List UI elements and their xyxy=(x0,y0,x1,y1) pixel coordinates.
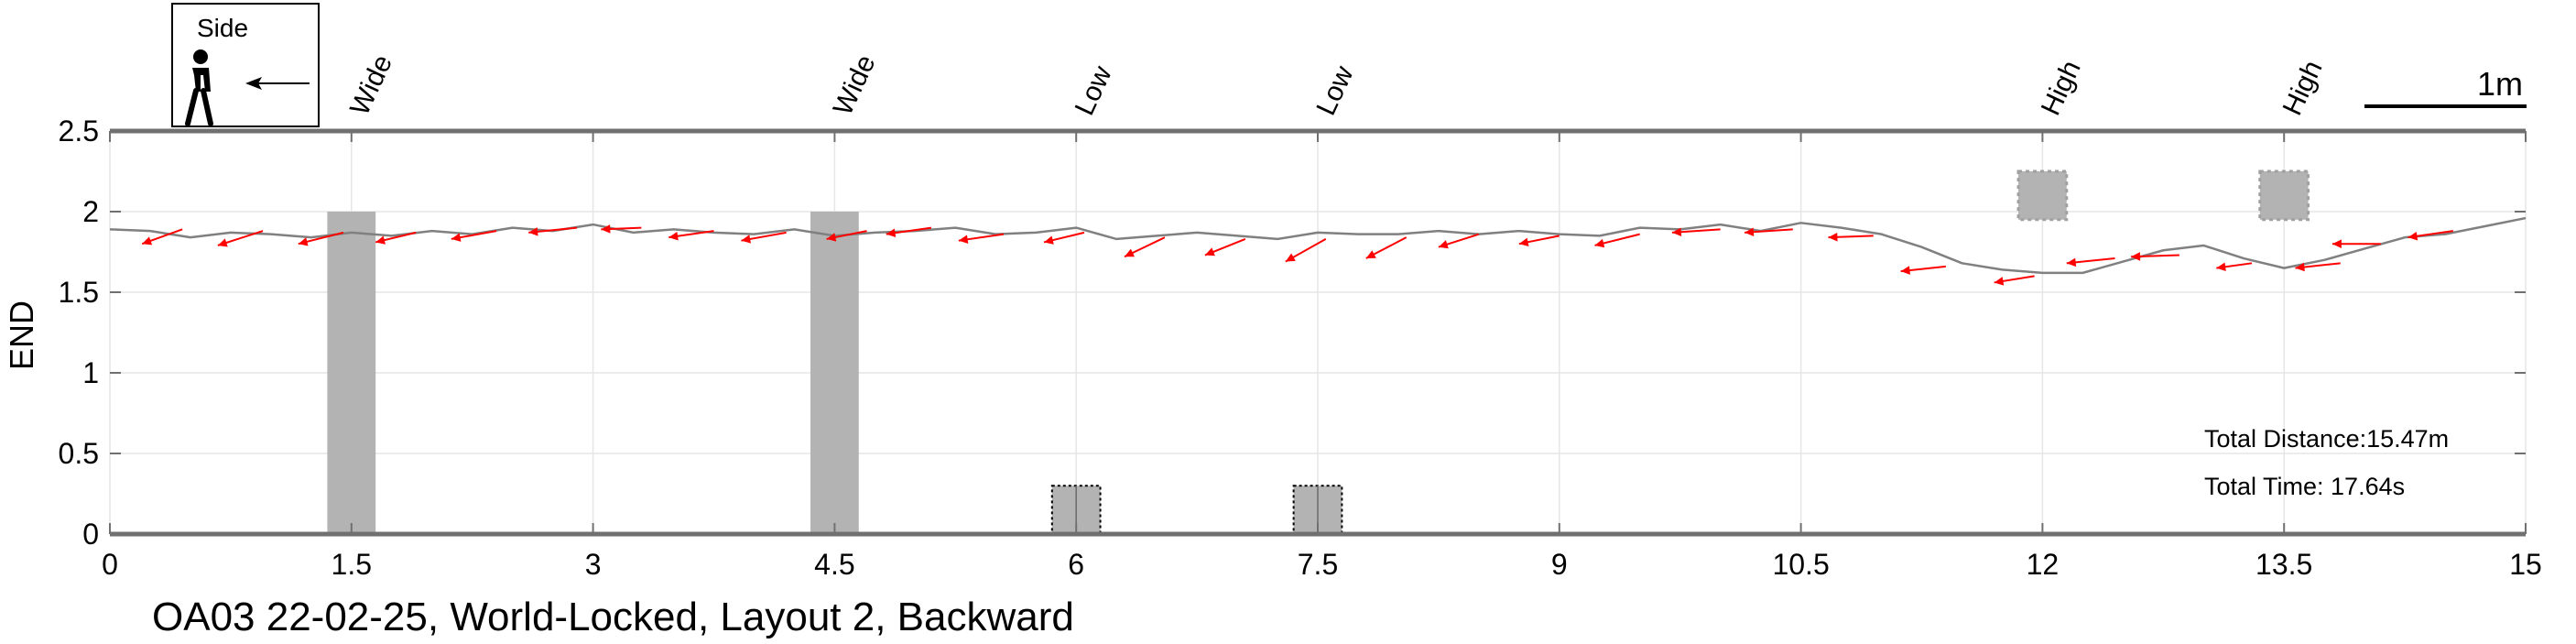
heading-arrowhead xyxy=(601,224,611,234)
legend-box xyxy=(171,3,320,127)
walking-person-icon xyxy=(185,49,213,126)
x-tick-label: 15 xyxy=(2509,548,2542,581)
x-tick-label: 3 xyxy=(585,548,602,581)
y-axis-label: END xyxy=(3,300,40,370)
obstacles xyxy=(327,169,2310,536)
heading-arrowhead xyxy=(142,236,153,246)
obstacle-high xyxy=(2258,169,2310,222)
y-tick-label: 1.5 xyxy=(59,276,99,309)
obstacle-label: Wide xyxy=(828,50,882,120)
walking-path xyxy=(109,216,2527,275)
axes: 0 1.5 3 4.5 6 7.5 9 10.5 12 13.5 15 0 0.5 1 1.5 2 2.5 xyxy=(59,115,2542,581)
obstacle-label: Low xyxy=(1070,61,1118,120)
heading-arrowhead xyxy=(1671,227,1682,236)
heading-arrowhead xyxy=(217,238,228,247)
chart-title: OA03 22-02-25, World-Locked, Layout 2, B… xyxy=(152,595,1074,639)
x-tick-label: 9 xyxy=(1551,548,1568,581)
obstacle-label: Wide xyxy=(344,50,398,120)
heading-arrowhead xyxy=(2408,232,2418,241)
obstacle-high xyxy=(2016,169,2069,222)
heading-arrowhead xyxy=(1900,266,1910,275)
heading-arrowhead xyxy=(741,235,751,244)
obstacle-label: High xyxy=(2036,56,2087,120)
heading-arrowhead xyxy=(958,235,969,245)
total-time-annotation: Total Time: 17.64s xyxy=(2204,473,2405,500)
scale-bar: 1m xyxy=(2364,65,2527,108)
x-tick-label: 10.5 xyxy=(1772,548,1829,581)
obstacle-label: Low xyxy=(1310,61,1359,120)
x-tick-label: 0 xyxy=(102,548,118,581)
heading-arrowhead xyxy=(2295,262,2305,272)
x-tick-label: 1.5 xyxy=(332,548,372,581)
heading-arrowhead xyxy=(1204,247,1215,257)
obstacle-wide xyxy=(327,212,376,534)
obstacle-label: High xyxy=(2277,56,2329,120)
heading-arrowhead xyxy=(1828,233,1838,242)
y-tick-label: 1 xyxy=(82,356,99,389)
heading-arrowhead xyxy=(2331,239,2342,248)
heading-arrowhead xyxy=(298,237,309,246)
total-distance-annotation: Total Distance:15.47m xyxy=(2204,425,2449,453)
heading-arrowhead xyxy=(826,233,837,242)
y-tick-label: 0.5 xyxy=(59,437,99,470)
heading-arrowhead xyxy=(1594,238,1605,248)
x-tick-label: 12 xyxy=(2027,548,2060,581)
heading-arrowhead xyxy=(2216,262,2226,272)
heading-arrowhead xyxy=(1124,248,1135,257)
y-tick-label: 2 xyxy=(82,195,99,228)
x-tick-label: 7.5 xyxy=(1298,548,1338,581)
heading-arrowhead xyxy=(1438,240,1449,249)
left-arrow-icon xyxy=(245,77,310,90)
y-tick-label: 2.5 xyxy=(59,115,99,147)
heading-arrowhead xyxy=(528,227,538,236)
heading-arrowhead xyxy=(2066,257,2077,267)
heading-arrowhead xyxy=(375,235,386,245)
heading-arrowhead xyxy=(1994,277,2005,286)
x-tick-label: 6 xyxy=(1068,548,1084,581)
heading-arrowhead xyxy=(886,228,897,237)
heading-arrows xyxy=(141,224,2454,286)
x-tick-label: 13.5 xyxy=(2255,548,2312,581)
x-tick-label: 4.5 xyxy=(814,548,854,581)
legend: Side xyxy=(171,3,320,127)
heading-arrowhead xyxy=(2131,252,2141,261)
grid xyxy=(109,130,2527,535)
legend-label: Side xyxy=(197,14,248,42)
obstacle-wide xyxy=(810,212,859,534)
obstacle-labels: Wide Wide Low Low High High xyxy=(344,50,2328,120)
heading-arrowhead xyxy=(451,233,462,242)
heading-arrowhead xyxy=(1518,237,1529,246)
heading-arrowhead xyxy=(1745,227,1755,236)
heading-arrowhead xyxy=(1285,253,1296,262)
path-line xyxy=(109,216,2527,275)
scale-bar-label: 1m xyxy=(2477,65,2523,103)
heading-arrowhead xyxy=(668,232,679,241)
heading-arrowhead xyxy=(1044,235,1054,245)
y-tick-label: 0 xyxy=(82,518,99,551)
heading-arrowhead xyxy=(1365,250,1376,259)
